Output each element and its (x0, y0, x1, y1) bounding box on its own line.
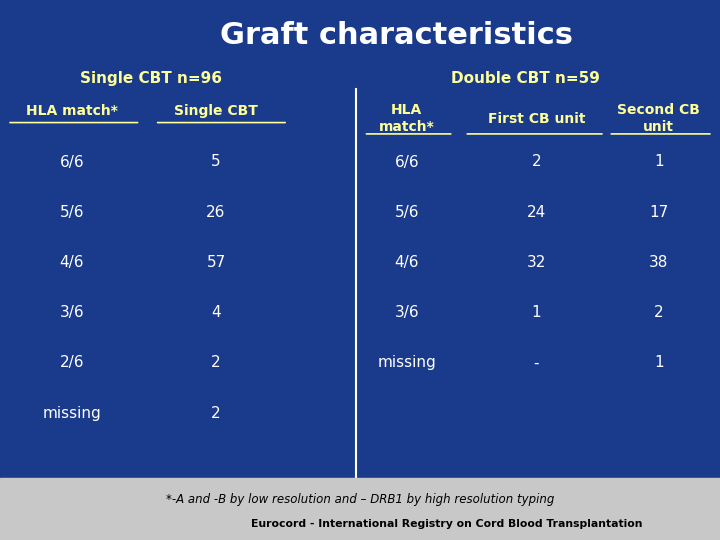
Text: 4: 4 (211, 305, 221, 320)
Text: 2: 2 (654, 305, 664, 320)
Text: 2: 2 (211, 406, 221, 421)
Text: 2/6: 2/6 (60, 355, 84, 370)
Text: First CB unit: First CB unit (487, 112, 585, 126)
Text: missing: missing (42, 406, 102, 421)
Text: 2: 2 (531, 154, 541, 170)
Text: -: - (534, 355, 539, 370)
Text: 32: 32 (527, 255, 546, 270)
Text: Double CBT n=59: Double CBT n=59 (451, 71, 600, 86)
Text: 3/6: 3/6 (60, 305, 84, 320)
Text: 17: 17 (649, 205, 668, 220)
Text: 1: 1 (654, 154, 664, 170)
Text: HLA match*: HLA match* (26, 104, 118, 118)
Text: 24: 24 (527, 205, 546, 220)
Text: Single CBT n=96: Single CBT n=96 (80, 71, 222, 86)
Text: *-A and -B by low resolution and – DRB1 by high resolution typing: *-A and -B by low resolution and – DRB1 … (166, 493, 554, 506)
Text: 6/6: 6/6 (60, 154, 84, 170)
Text: missing: missing (377, 355, 436, 370)
Text: 3/6: 3/6 (395, 305, 419, 320)
Text: 4/6: 4/6 (395, 255, 419, 270)
Text: HLA
match*: HLA match* (379, 103, 435, 134)
Text: Second CB
unit: Second CB unit (617, 103, 701, 134)
Text: 2: 2 (211, 355, 221, 370)
Text: Single CBT: Single CBT (174, 104, 258, 118)
Text: 26: 26 (207, 205, 225, 220)
Text: 5/6: 5/6 (395, 205, 419, 220)
Text: Eurocord - International Registry on Cord Blood Transplantation: Eurocord - International Registry on Cor… (251, 519, 642, 529)
Text: Graft characteristics: Graft characteristics (220, 21, 572, 50)
Text: 1: 1 (654, 355, 664, 370)
Bar (0, 478, 720, 540)
Text: 5: 5 (211, 154, 221, 170)
Text: 6/6: 6/6 (395, 154, 419, 170)
Text: 38: 38 (649, 255, 668, 270)
Text: 1: 1 (531, 305, 541, 320)
Text: 4/6: 4/6 (60, 255, 84, 270)
Text: 5/6: 5/6 (60, 205, 84, 220)
Text: 57: 57 (207, 255, 225, 270)
